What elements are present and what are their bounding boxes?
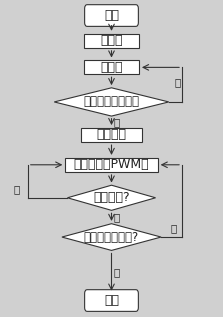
Polygon shape <box>62 224 161 250</box>
Text: 是: 是 <box>114 117 120 127</box>
Text: 预工作: 预工作 <box>100 61 123 74</box>
Text: 开始: 开始 <box>104 9 119 22</box>
Text: 是: 是 <box>114 267 120 277</box>
FancyBboxPatch shape <box>85 290 138 311</box>
Text: 是: 是 <box>114 212 120 222</box>
Text: 否: 否 <box>14 184 20 194</box>
Text: 矩度是否符合要求: 矩度是否符合要求 <box>83 95 140 108</box>
Text: 初始化: 初始化 <box>100 34 123 47</box>
Text: 否: 否 <box>174 77 181 87</box>
Text: 正式工作: 正式工作 <box>97 128 126 141</box>
Text: 达到预设扭力值?: 达到预设扭力值? <box>84 230 139 243</box>
Polygon shape <box>67 185 156 210</box>
Bar <box>81 128 142 142</box>
Text: 否: 否 <box>170 223 176 233</box>
Bar <box>65 158 158 172</box>
Text: 转速稳定?: 转速稳定? <box>93 191 130 204</box>
Bar <box>84 60 139 74</box>
Text: 结束: 结束 <box>104 294 119 307</box>
Bar <box>84 34 139 48</box>
Polygon shape <box>54 88 169 116</box>
Text: 输出需要的PWM波: 输出需要的PWM波 <box>74 158 149 171</box>
FancyBboxPatch shape <box>85 5 138 26</box>
